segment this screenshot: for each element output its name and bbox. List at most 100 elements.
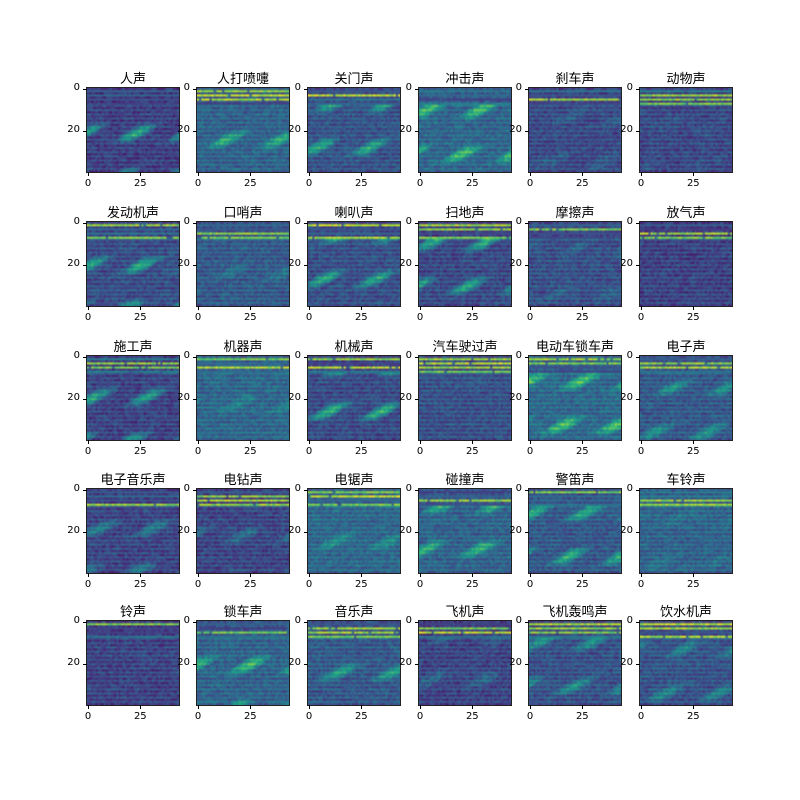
y-tick-mark — [304, 357, 308, 359]
y-tick-label: 0 — [183, 82, 190, 94]
y-tick-label: 0 — [294, 82, 301, 94]
x-tick-label: 25 — [465, 579, 479, 590]
x-tick-label: 25 — [133, 178, 147, 189]
subplot-title: 铃声 — [119, 605, 146, 620]
x-tick-mark — [530, 440, 532, 444]
x-tick-label: 25 — [686, 711, 700, 722]
x-tick-mark — [250, 306, 252, 310]
heatmap-image — [528, 87, 622, 173]
heatmap-image — [528, 221, 622, 307]
y-tick-label: 0 — [73, 216, 80, 228]
y-tick-label: 0 — [626, 350, 633, 362]
y-tick-label: 0 — [183, 615, 190, 627]
x-tick-mark — [420, 573, 422, 577]
x-tick-label: 25 — [575, 178, 589, 189]
x-tick-mark — [420, 306, 422, 310]
y-tick-mark — [83, 131, 87, 133]
y-tick-mark — [636, 532, 640, 534]
x-tick-mark — [140, 705, 142, 709]
subplot-panel: 警笛声 0 20 0 25 — [509, 473, 622, 590]
subplot-title: 碰撞声 — [445, 473, 485, 488]
y-tick-mark — [193, 357, 197, 359]
x-tick-label: 0 — [637, 446, 645, 457]
x-tick-label: 0 — [305, 446, 313, 457]
subplot-title: 施工声 — [113, 340, 153, 355]
y-tick-label: 20 — [620, 124, 633, 136]
y-tick-label: 20 — [177, 392, 190, 404]
x-tick-mark — [582, 440, 584, 444]
y-tick-label: 20 — [67, 392, 80, 404]
subplot-panel: 冲击声 0 20 0 25 — [399, 72, 512, 189]
x-tick-label: 0 — [305, 312, 313, 323]
y-tick-label: 20 — [509, 392, 522, 404]
x-tick-label: 0 — [637, 711, 645, 722]
subplot-title: 电子声 — [666, 340, 706, 355]
x-tick-label: 25 — [354, 446, 368, 457]
x-tick-label: 25 — [465, 178, 479, 189]
heatmap-image — [86, 221, 180, 307]
heatmap-image — [86, 620, 180, 706]
x-tick-mark — [472, 440, 474, 444]
x-tick-mark — [198, 440, 200, 444]
y-tick-mark — [415, 357, 419, 359]
y-tick-mark — [193, 622, 197, 624]
y-tick-mark — [83, 622, 87, 624]
x-tick-label: 0 — [526, 579, 534, 590]
x-tick-mark — [693, 705, 695, 709]
y-tick-mark — [304, 490, 308, 492]
x-tick-label: 25 — [354, 312, 368, 323]
y-tick-label: 20 — [399, 392, 412, 404]
subplot-title: 摩擦声 — [555, 206, 595, 221]
y-tick-label: 20 — [620, 392, 633, 404]
y-tick-mark — [636, 223, 640, 225]
y-tick-label: 0 — [294, 216, 301, 228]
x-tick-mark — [582, 172, 584, 176]
x-tick-label: 0 — [305, 178, 313, 189]
subplot-panel: 音乐声 0 20 0 25 — [288, 605, 401, 722]
y-tick-label: 20 — [509, 124, 522, 136]
y-tick-label: 20 — [620, 657, 633, 669]
subplot-title: 动物声 — [666, 72, 706, 87]
subplot-title: 电锯声 — [334, 473, 374, 488]
x-tick-mark — [693, 573, 695, 577]
x-tick-mark — [530, 172, 532, 176]
x-tick-label: 0 — [526, 178, 534, 189]
subplot-panel: 电子音乐声 0 20 0 25 — [67, 473, 180, 590]
heatmap-image — [528, 620, 622, 706]
x-tick-mark — [88, 172, 90, 176]
y-tick-label: 20 — [67, 258, 80, 270]
y-tick-label: 0 — [294, 615, 301, 627]
x-tick-mark — [582, 306, 584, 310]
x-tick-mark — [641, 573, 643, 577]
x-tick-label: 0 — [194, 312, 202, 323]
x-tick-label: 25 — [133, 446, 147, 457]
x-tick-mark — [198, 705, 200, 709]
x-tick-label: 0 — [305, 579, 313, 590]
y-tick-mark — [415, 223, 419, 225]
x-tick-label: 0 — [526, 312, 534, 323]
subplot-panel: 锁车声 0 20 0 25 — [177, 605, 290, 722]
x-tick-mark — [472, 172, 474, 176]
y-tick-label: 0 — [515, 216, 522, 228]
y-tick-mark — [304, 265, 308, 267]
x-tick-label: 0 — [84, 579, 92, 590]
y-tick-label: 20 — [620, 525, 633, 537]
x-tick-label: 25 — [465, 446, 479, 457]
x-tick-label: 25 — [243, 579, 257, 590]
subplot-title: 人打喷嚏 — [216, 72, 269, 87]
x-tick-mark — [309, 440, 311, 444]
y-tick-mark — [415, 532, 419, 534]
y-tick-mark — [193, 223, 197, 225]
heatmap-image — [639, 488, 733, 574]
y-tick-label: 20 — [399, 124, 412, 136]
y-tick-mark — [83, 490, 87, 492]
subplot-panel: 汽车驶过声 0 20 0 25 — [399, 340, 512, 457]
x-tick-mark — [250, 573, 252, 577]
x-tick-mark — [693, 440, 695, 444]
x-tick-label: 0 — [637, 312, 645, 323]
y-tick-mark — [193, 265, 197, 267]
y-tick-label: 20 — [509, 525, 522, 537]
heatmap-image — [418, 355, 512, 441]
x-tick-label: 25 — [575, 711, 589, 722]
